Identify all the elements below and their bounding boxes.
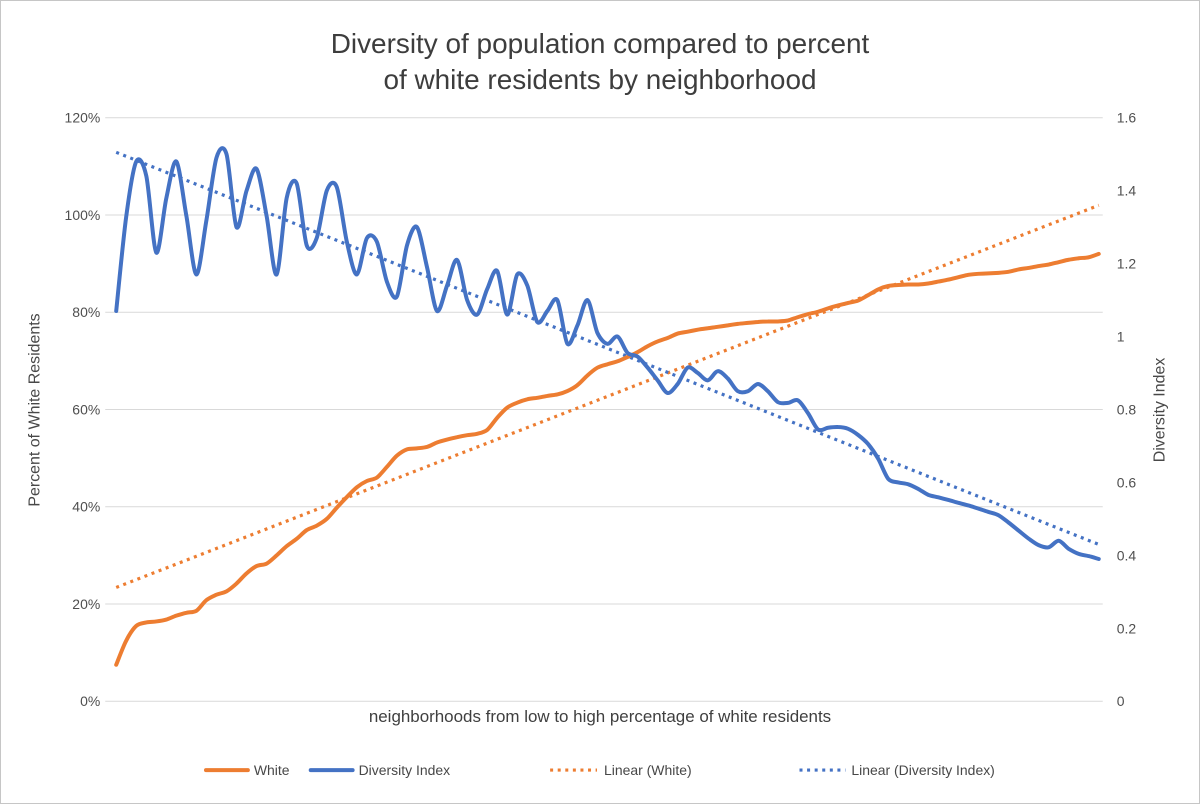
gridlines-group — [105, 117, 1103, 702]
x-axis-label: neighborhoods from low to high percentag… — [369, 707, 831, 726]
left-axis-tick-label: 80% — [72, 304, 100, 320]
legend-label-linear-white: Linear (White) — [604, 762, 692, 778]
legend-label-diversity-index: Diversity Index — [359, 762, 451, 778]
left-axis-tick-label: 0% — [80, 693, 100, 709]
legend-label-white: White — [254, 762, 290, 778]
series-line-white — [114, 251, 1101, 667]
right-axis-ticks: 0 0.2 0.4 0.6 0.8 1 1.2 1.4 1.6 — [1117, 110, 1137, 710]
left-axis-tick-label: 20% — [72, 596, 100, 612]
left-axis-tick-label: 120% — [65, 110, 101, 126]
chart-title-line1: Diversity of population compared to perc… — [331, 28, 870, 59]
right-axis-tick-label: 0 — [1117, 693, 1125, 709]
left-axis-ticks: 0% 20% 40% 60% 80% 100% 120% — [65, 110, 101, 710]
legend-item-white: White — [203, 762, 290, 778]
left-axis-title: Percent of White Residents — [26, 313, 43, 506]
left-axis-tick-label: 100% — [65, 207, 101, 223]
right-axis-tick-label: 1.4 — [1117, 183, 1137, 199]
left-axis-tick-label: 60% — [72, 401, 100, 417]
series-line-linear-white — [115, 203, 1100, 589]
legend-item-diversity-index: Diversity Index — [308, 762, 451, 778]
right-axis-tick-label: 0.6 — [1117, 474, 1137, 490]
series-line-linear-diversity-index — [115, 150, 1100, 546]
legend-item-linear-white: Linear (White) — [550, 762, 692, 778]
left-axis-tick-label: 40% — [72, 499, 100, 515]
legend-item-linear-diversity-index: Linear (Diversity Index) — [799, 762, 995, 778]
legend: White Diversity Index Linear (White) Lin… — [203, 762, 995, 778]
right-axis-tick-label: 1 — [1117, 329, 1125, 345]
chart-title-line2: of white residents by neighborhood — [383, 64, 816, 95]
right-axis-tick-label: 1.6 — [1117, 110, 1137, 126]
legend-label-linear-diversity-index: Linear (Diversity Index) — [851, 762, 994, 778]
right-axis-tick-label: 1.2 — [1117, 256, 1137, 272]
right-axis-title: Diversity Index — [1152, 358, 1169, 463]
series-line-diversity-index — [114, 146, 1101, 562]
right-axis-tick-label: 0.2 — [1117, 620, 1137, 636]
series-group — [114, 146, 1101, 667]
right-axis-tick-label: 0.4 — [1117, 547, 1137, 563]
right-axis-tick-label: 0.8 — [1117, 401, 1137, 417]
